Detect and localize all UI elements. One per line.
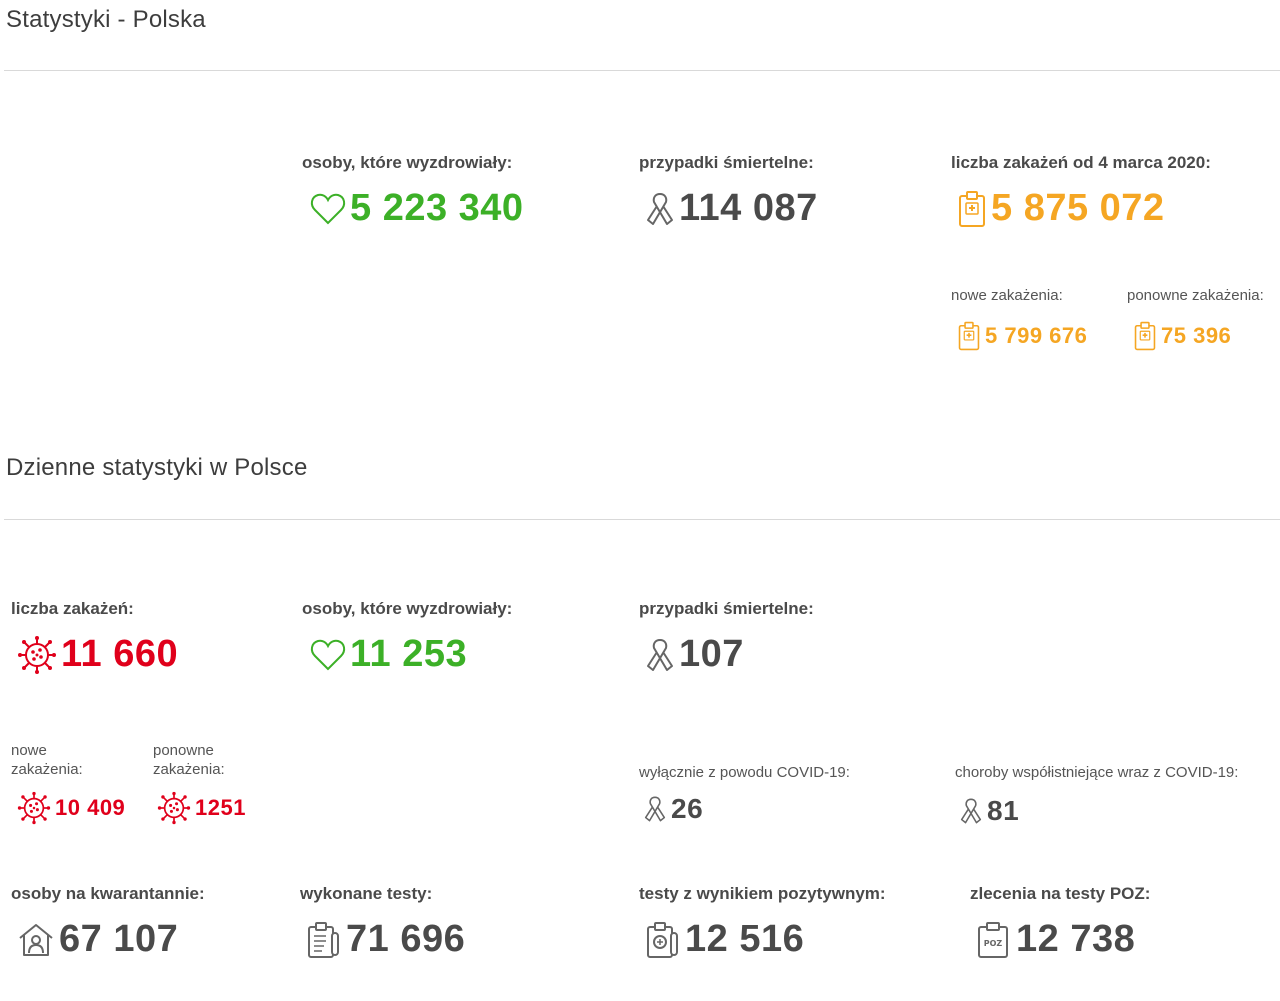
stat-value: 107 xyxy=(679,633,744,675)
divider xyxy=(4,519,1280,520)
stat-value: 12 738 xyxy=(1016,918,1136,960)
stat-label: liczba zakażeń: xyxy=(11,599,134,618)
stat-label: wyłącznie z powodu COVID-19: xyxy=(639,764,850,781)
stat-total-infections: liczba zakażeń od 4 marca 2020: 5 875 07… xyxy=(951,153,1211,230)
stat-total-new-infections: nowe zakażenia: 5 799 676 xyxy=(951,286,1087,351)
stat-value: 11 660 xyxy=(61,633,179,675)
ribbon-icon xyxy=(645,637,675,673)
poz-icon-label: POZ xyxy=(984,939,1003,948)
virus-icon xyxy=(17,635,57,675)
stat-value: 12 516 xyxy=(685,918,805,960)
stat-daily-new-infections: nowe zakażenia: 10 409 xyxy=(11,741,125,825)
stat-total-recovered: osoby, które wyzdrowiały: 5 223 340 xyxy=(302,153,524,230)
stat-value: 10 409 xyxy=(55,795,126,820)
stat-daily-quarantine: osoby na kwarantannie: 67 107 xyxy=(11,884,205,961)
stat-daily-reinfections: ponowne zakażenia: 1251 xyxy=(153,741,246,825)
stat-value: 71 696 xyxy=(346,918,466,960)
stat-label: liczba zakażeń od 4 marca 2020: xyxy=(951,153,1211,172)
heart-icon xyxy=(310,638,346,672)
stat-label: zlecenia na testy POZ: xyxy=(970,884,1151,903)
medical-clipboard-icon xyxy=(1133,321,1157,351)
stat-value: 26 xyxy=(671,793,704,824)
ribbon-icon xyxy=(643,795,667,823)
virus-icon xyxy=(17,791,51,825)
section-title-total: Statystyki - Polska xyxy=(6,6,206,33)
stat-label: nowe zakażenia: xyxy=(951,287,1063,304)
stat-daily-deaths: przypadki śmiertelne: 107 xyxy=(639,599,814,676)
stat-value: 1251 xyxy=(195,795,246,820)
medical-clipboard-icon xyxy=(957,190,987,228)
stat-label: osoby na kwarantannie: xyxy=(11,884,205,903)
test-clipboard-icon xyxy=(306,921,342,959)
stat-label-line1: ponowne xyxy=(153,742,214,759)
stat-label: przypadki śmiertelne: xyxy=(639,153,814,172)
stat-value: 5 799 676 xyxy=(985,323,1088,348)
stat-daily-recovered: osoby, które wyzdrowiały: 11 253 xyxy=(302,599,512,676)
stat-label: choroby współistniejące wraz z COVID-19: xyxy=(955,764,1239,781)
stat-label: ponowne zakażenia: xyxy=(1127,287,1264,304)
heart-icon xyxy=(310,192,346,226)
positive-test-icon xyxy=(645,921,681,959)
stat-value: 75 396 xyxy=(1161,323,1232,348)
ribbon-icon xyxy=(959,797,983,825)
stat-daily-deaths-covid-only: wyłącznie z powodu COVID-19: 26 xyxy=(639,764,850,825)
poz-clipboard-icon: POZ xyxy=(976,921,1012,959)
stat-value: 81 xyxy=(987,795,1020,826)
stat-total-reinfections: ponowne zakażenia: 75 396 xyxy=(1127,286,1264,351)
virus-icon xyxy=(157,791,191,825)
stat-daily-positive-tests: testy z wynikiem pozytywnym: 12 516 xyxy=(639,884,886,961)
ribbon-icon xyxy=(645,191,675,227)
stat-label: osoby, które wyzdrowiały: xyxy=(302,599,513,618)
stat-label-line2: zakażenia: xyxy=(11,761,83,778)
stat-value: 114 087 xyxy=(679,187,818,229)
stat-total-deaths: przypadki śmiertelne: 114 087 xyxy=(639,153,818,230)
stat-value: 5 875 072 xyxy=(991,187,1165,229)
stat-label: testy z wynikiem pozytywnym: xyxy=(639,884,886,903)
stat-daily-tests: wykonane testy: 71 696 xyxy=(300,884,465,961)
stat-label: wykonane testy: xyxy=(300,884,433,903)
house-person-icon xyxy=(17,922,55,958)
stat-daily-infections: liczba zakażeń: 11 660 xyxy=(11,599,178,676)
medical-clipboard-icon xyxy=(957,321,981,351)
stat-daily-deaths-comorbid: choroby współistniejące wraz z COVID-19:… xyxy=(955,764,1238,827)
stat-label-line1: nowe xyxy=(11,742,47,759)
section-title-daily: Dzienne statystyki w Polsce xyxy=(6,454,308,481)
stat-value: 5 223 340 xyxy=(350,187,524,229)
stat-label-line2: zakażenia: xyxy=(153,761,225,778)
divider xyxy=(4,70,1280,71)
stat-label: przypadki śmiertelne: xyxy=(639,599,814,618)
stat-value: 11 253 xyxy=(350,633,468,675)
stat-label: osoby, które wyzdrowiały: xyxy=(302,153,513,172)
stat-value: 67 107 xyxy=(59,918,179,960)
stat-daily-poz-orders: zlecenia na testy POZ: POZ 12 738 xyxy=(970,884,1150,961)
